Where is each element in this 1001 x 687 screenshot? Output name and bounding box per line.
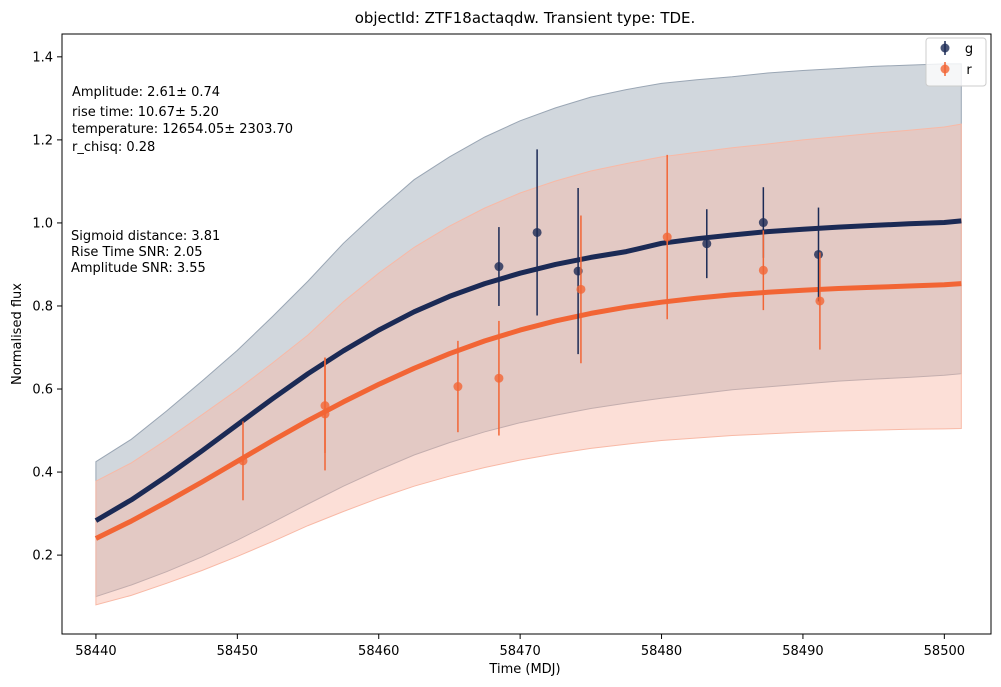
x-tick-label: 58460 [358,644,399,659]
marker-r [494,373,504,383]
y-tick-label: 1.2 [32,133,53,148]
y-tick-label: 1.4 [32,50,53,65]
fit-stats-annotation: Amplitude: 2.61± 0.74 rise time: 10.67± … [72,85,293,155]
marker-g [494,262,504,272]
marker-g [702,239,712,249]
marker-r [758,265,768,275]
annotation-amplitude: Amplitude: 2.61± 0.74 [72,85,220,100]
legend-entry-r: r [940,62,972,78]
annotation-amplitude-snr: Amplitude SNR: 3.55 [71,261,206,276]
data-point-g [702,209,712,279]
y-tick-label: 1.0 [32,216,53,231]
y-axis-label: Normalised flux [10,283,25,385]
annotation-r-chisq: r_chisq: 0.28 [72,140,155,155]
axes-frame [61,33,992,635]
data-point-r [576,215,586,364]
y-axis-ticks: 0.2 0.4 0.6 0.8 1.0 1.2 1.4 [32,50,62,564]
annotation-rise-time-snr: Rise Time SNR: 2.05 [71,245,203,260]
y-tick-label: 0.6 [32,383,53,398]
marker-g [813,249,823,259]
data-point-g [532,149,542,316]
data-point-r [320,358,330,453]
legend: g r [925,37,987,87]
x-tick-label: 58440 [75,644,116,659]
marker-r [576,284,586,294]
legend-r-label: r [966,63,972,78]
x-tick-label: 58470 [499,644,540,659]
data-point-r [453,340,463,433]
legend-box [925,37,987,87]
marker-r [453,382,463,392]
legend-g-marker [940,43,950,53]
annotation-temperature: temperature: 12654.05± 2303.70 [72,122,293,137]
x-tick-label: 58490 [782,644,823,659]
y-tick-label: 0.8 [32,299,53,314]
data-point-r [494,320,504,436]
marker-g [532,227,542,237]
marker-r [662,232,672,242]
data-point-g [813,207,823,302]
annotation-sigmoid-distance: Sigmoid distance: 3.81 [71,229,220,244]
legend-r-marker [940,64,950,74]
annotation-rise-time: rise time: 10.67± 5.20 [72,105,219,120]
chart-title: objectId: ZTF18actaqdw. Transient type: … [355,9,696,27]
x-axis-ticks: 58440 58450 58460 58470 58480 58490 58500 [75,634,965,659]
data-point-r [758,230,768,311]
plot-area [94,63,962,606]
data-point-r [815,252,825,350]
marker-r [320,401,330,411]
x-tick-label: 58450 [217,644,258,659]
x-tick-label: 58480 [641,644,682,659]
x-tick-label: 58500 [924,644,965,659]
marker-r [238,456,248,466]
legend-g-label: g [965,42,973,57]
data-point-r [662,154,672,320]
marker-g [758,218,768,228]
data-point-g [494,227,504,306]
x-axis-label: Time (MDJ) [488,662,560,677]
legend-entry-g: g [940,41,973,57]
snr-annotation: Sigmoid distance: 3.81 Rise Time SNR: 2.… [71,229,220,276]
y-tick-label: 0.4 [32,466,53,481]
marker-r [815,296,825,306]
y-tick-label: 0.2 [32,549,53,564]
band-r [95,123,962,606]
data-point-r [238,421,248,501]
